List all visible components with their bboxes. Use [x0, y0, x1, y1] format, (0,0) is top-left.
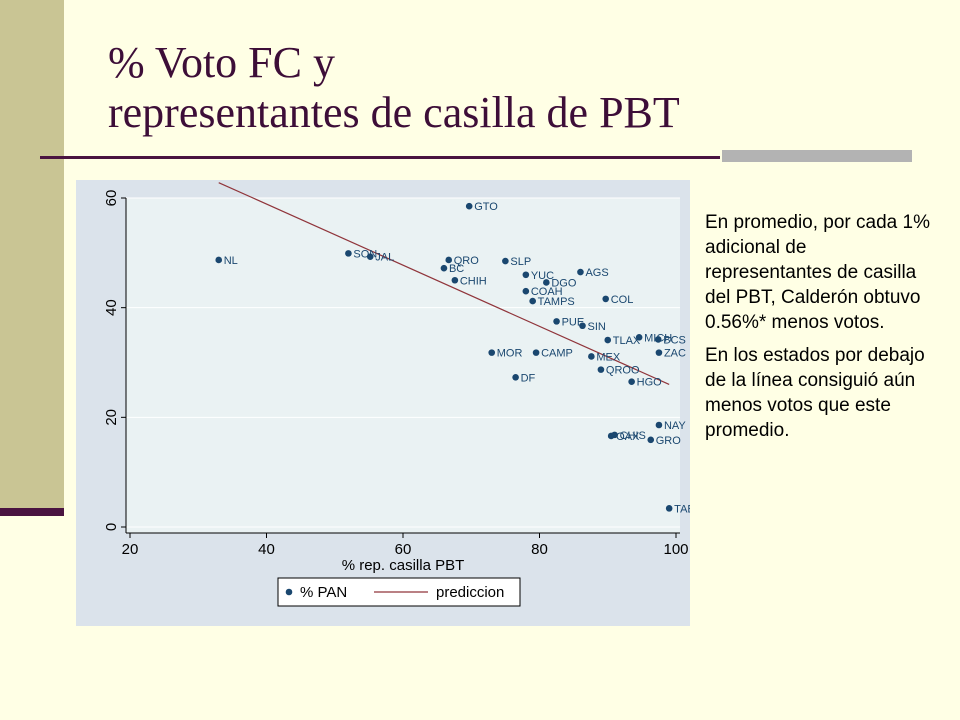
title-line-1: % Voto FC y [108, 38, 336, 87]
point-label-jal: JAL [375, 252, 394, 264]
scatter-chart: 0 20 40 60 20 40 60 80 100 % rep. casilla PBT NL GT… [103, 182, 690, 607]
note-paragraph-1: En promedio, por cada 1% adicional de re… [705, 212, 930, 333]
point-label-hgo: HGO [637, 377, 663, 389]
data-point-slp [502, 257, 509, 265]
point-label-gro: GRO [656, 435, 682, 447]
data-point-bc [440, 264, 448, 272]
y-tick-label-0: 0 [103, 523, 120, 531]
legend-box [277, 577, 521, 607]
x-tick-label-4: 100 [663, 541, 688, 558]
data-point-qro [445, 256, 453, 264]
title-line-2: representantes de casilla de PBT [108, 88, 680, 137]
data-point-sin [579, 322, 586, 330]
sidebar-accent-bar [0, 508, 64, 516]
data-point-mex [588, 353, 595, 360]
data-point-hgo [628, 378, 635, 385]
chart-panel: 0 20 40 60 20 40 60 80 100 % rep. casilla PBT NL GT… [76, 180, 690, 626]
data-point-tamps [529, 297, 536, 305]
point-label-nl: NL [224, 255, 238, 267]
point-label-df: DF [521, 372, 536, 384]
data-point-mich [635, 333, 643, 341]
data-point-camp [532, 349, 540, 356]
point-label-nay: NAY [664, 420, 686, 432]
y-tick-label-2: 40 [103, 299, 120, 316]
data-point-df [512, 374, 519, 381]
point-label-dgo: DGO [551, 277, 577, 289]
y-tick-label-3: 60 [103, 190, 120, 207]
legend-marker-pan [285, 588, 293, 596]
point-label-tamps: TAMPS [538, 296, 575, 308]
data-point-pue [553, 318, 560, 325]
point-label-tab: TAB [674, 503, 690, 515]
data-point-jal [366, 253, 374, 260]
point-label-yuc: YUC [531, 270, 554, 282]
plot-area [126, 198, 680, 533]
data-point-zac [655, 349, 663, 356]
point-label-col: COL [611, 294, 634, 306]
point-label-bcs: BCS [663, 334, 686, 346]
point-label-oax: OAX [616, 431, 640, 443]
data-point-nay [655, 421, 663, 429]
sidebar-decoration [0, 0, 64, 508]
point-label-sin: SIN [587, 321, 605, 333]
x-tick-label-3: 80 [531, 541, 548, 558]
data-point-chih [451, 276, 459, 284]
data-point-tab [665, 505, 673, 512]
y-tick-label-1: 20 [103, 409, 120, 426]
data-point-ags [577, 268, 584, 276]
data-point-qroo [597, 366, 605, 373]
prediction-line [218, 182, 670, 385]
title-underline [40, 156, 720, 159]
point-label-coah: COAH [531, 286, 563, 298]
title-underline-accent [722, 150, 912, 162]
x-tick-label-1: 40 [258, 541, 275, 558]
point-label-camp: CAMP [541, 348, 573, 360]
point-label-tlax: TLAX [613, 335, 641, 347]
data-point-dgo [543, 279, 550, 286]
point-label-slp: SLP [510, 256, 531, 268]
point-label-bc: BC [449, 263, 464, 275]
x-tick-label-2: 60 [395, 541, 412, 558]
point-label-chih: CHIH [460, 275, 487, 287]
point-label-pue: PUE [562, 316, 585, 328]
data-point-mor [488, 349, 496, 356]
notes-panel: En promedio, por cada 1% adicional de re… [705, 210, 935, 451]
data-point-bcs [654, 336, 662, 343]
point-label-zac: ZAC [664, 348, 686, 360]
slide-title: % Voto FC y representantes de casilla de… [108, 38, 680, 138]
data-point-chis [611, 431, 618, 439]
point-label-chis: CHIS [620, 430, 646, 442]
point-label-gto: GTO [474, 201, 498, 213]
data-point-son [345, 250, 352, 257]
x-axis-label: % rep. casilla PBT [342, 557, 465, 574]
point-label-ags: AGS [585, 267, 608, 279]
point-label-son: SON [353, 248, 377, 260]
data-point-gto [465, 202, 473, 210]
data-point-nl [215, 256, 223, 264]
point-label-mor: MOR [497, 348, 523, 360]
point-label-qroo: QROO [606, 365, 640, 377]
data-point-coah [522, 287, 530, 295]
data-point-col [602, 295, 610, 303]
legend-label-pan: % PAN [300, 584, 347, 601]
data-point-gro [647, 436, 655, 444]
point-label-qro: QRO [454, 255, 480, 267]
point-label-mex: MEX [596, 351, 621, 363]
data-point-yuc [522, 271, 530, 279]
note-paragraph-2: En los estados por debajo de la línea co… [705, 345, 925, 441]
data-point-tlax [604, 336, 612, 344]
legend-label-prediccion: prediccion [436, 584, 504, 601]
x-tick-label-0: 20 [122, 541, 139, 558]
